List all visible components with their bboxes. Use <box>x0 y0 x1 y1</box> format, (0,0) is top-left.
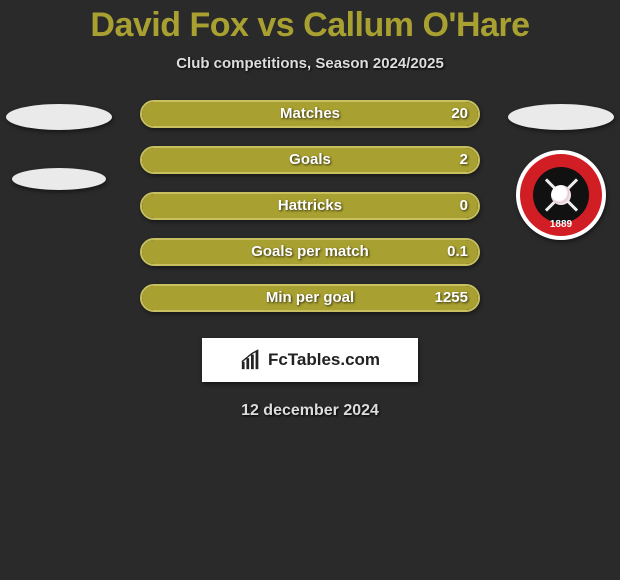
club-logo-year: 1889 <box>520 219 602 230</box>
club-logo-inner <box>533 167 589 223</box>
stat-bar-right-value: 2 <box>460 148 468 172</box>
brand-attribution: FcTables.com <box>202 338 418 382</box>
stat-bars: Matches20Goals2Hattricks0Goals per match… <box>140 100 480 312</box>
date: 12 december 2024 <box>0 402 620 420</box>
stat-bar: Hattricks0 <box>140 192 480 220</box>
stat-bar-label: Goals <box>142 148 478 172</box>
player1-photo-placeholder <box>6 104 112 130</box>
stat-bar-label: Goals per match <box>142 240 478 264</box>
bar-chart-icon <box>240 349 262 371</box>
stat-bar: Min per goal1255 <box>140 284 480 312</box>
stat-bar-label: Min per goal <box>142 286 478 310</box>
player1-badge-column <box>4 100 114 206</box>
stat-bar-right-value: 20 <box>451 102 468 126</box>
brand-text: FcTables.com <box>268 350 380 370</box>
stat-bar-right-value: 0.1 <box>447 240 468 264</box>
player2-name: Callum O'Hare <box>303 6 529 44</box>
player1-name: David Fox <box>90 6 248 44</box>
stat-bar-right-value: 0 <box>460 194 468 218</box>
player2-club-logo: 1889 <box>516 150 606 240</box>
stat-bar: Goals per match0.1 <box>140 238 480 266</box>
stat-bar-label: Hattricks <box>142 194 478 218</box>
subtitle: Club competitions, Season 2024/2025 <box>0 55 620 72</box>
player2-badge-column: 1889 <box>506 100 616 240</box>
player1-club-placeholder <box>12 168 106 190</box>
stat-bar-right-value: 1255 <box>435 286 468 310</box>
stat-bar: Matches20 <box>140 100 480 128</box>
stat-area: 1889 Matches20Goals2Hattricks0Goals per … <box>0 100 620 312</box>
stat-bar: Goals2 <box>140 146 480 174</box>
club-logo-rose-icon <box>551 185 571 205</box>
comparison-title: David Fox vs Callum O'Hare <box>0 0 620 45</box>
player2-photo-placeholder <box>508 104 614 130</box>
stat-bar-label: Matches <box>142 102 478 126</box>
vs-separator: vs <box>257 6 294 44</box>
